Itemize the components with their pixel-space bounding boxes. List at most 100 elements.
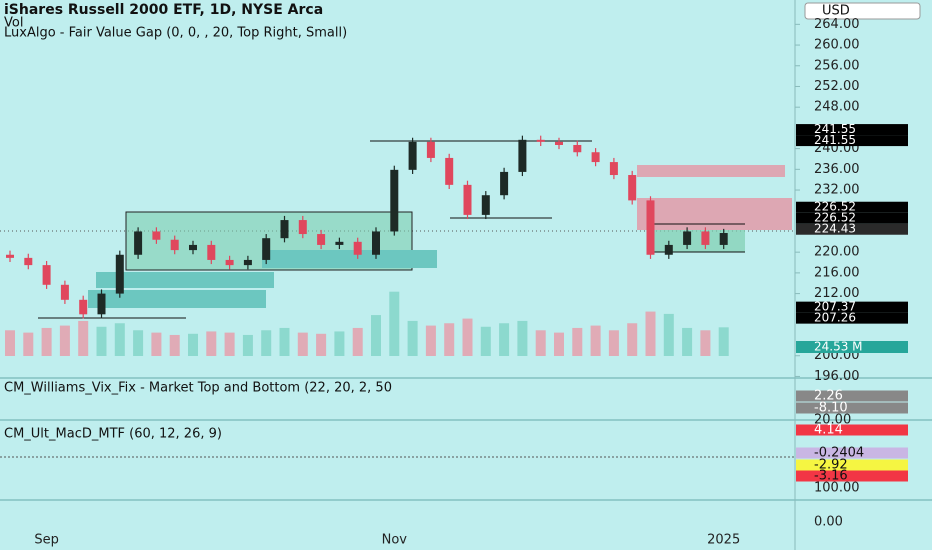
volume-bar <box>627 323 638 356</box>
volume-bar <box>96 326 107 356</box>
candle-body <box>536 139 545 142</box>
volume-bar <box>700 330 711 356</box>
candle-body <box>60 284 69 300</box>
price-tag <box>796 124 908 136</box>
volume-bar <box>23 332 34 356</box>
y-tick-label: 212.00 <box>814 286 860 301</box>
currency-box <box>804 2 921 20</box>
candle-body <box>683 231 692 245</box>
price-tag-label: 226.52 <box>814 211 856 225</box>
volume-bar <box>59 325 70 356</box>
volume-bar <box>5 330 15 356</box>
candle-body <box>719 233 728 245</box>
volume-bar <box>444 323 455 356</box>
volume-bar <box>114 323 125 356</box>
fvg-box <box>262 250 437 268</box>
candle-body <box>445 157 454 185</box>
candle-body <box>243 259 252 266</box>
y-tick-label: 252.00 <box>814 79 860 94</box>
fvg-box <box>96 272 274 288</box>
y-tick-label: 260.00 <box>814 38 860 53</box>
price-tag <box>796 223 908 235</box>
candle-body <box>481 195 490 215</box>
candle-body <box>591 152 600 163</box>
indicator-tag <box>796 459 908 471</box>
volume-bar <box>188 333 198 356</box>
volume-tag-label: 24.53 M <box>814 340 863 354</box>
candle-body <box>555 141 563 145</box>
volume-bar <box>389 291 400 356</box>
price-tag-label: 241.55 <box>814 133 856 147</box>
volume-bar <box>425 325 436 356</box>
volume-bar <box>242 334 253 356</box>
indicator-tag-label: 20.00 <box>814 413 851 428</box>
indicator-tag <box>796 402 908 414</box>
volume-bar <box>517 320 528 356</box>
indicator-tag <box>796 424 908 436</box>
y-tick-label: 264.00 <box>814 17 860 32</box>
indicator-title: CM_Williams_Vix_Fix - Market Top and Bot… <box>4 381 392 396</box>
volume-bar <box>682 327 693 356</box>
volume-bar <box>261 330 272 356</box>
candle-body <box>500 171 509 196</box>
subtitle: LuxAlgo - Fair Value Gap (0, 0, , 20, To… <box>4 26 347 41</box>
volume-bar <box>554 332 564 356</box>
volume-bar <box>663 313 674 356</box>
candle-body <box>426 141 435 158</box>
volume-bar <box>572 327 583 356</box>
indicator-tag-label: -0.2404 <box>814 446 864 461</box>
candle-body <box>170 239 179 251</box>
candle-body <box>390 169 399 232</box>
price-tag <box>796 201 908 213</box>
volume-bar <box>297 332 308 356</box>
indicator-tag-label: -8.10 <box>814 401 848 416</box>
candle-body <box>115 254 124 294</box>
candle-body <box>152 231 161 240</box>
volume-bar <box>78 320 89 356</box>
volume-bar <box>590 325 601 356</box>
volume-bar <box>462 318 473 356</box>
y-tick-label: 232.00 <box>814 183 860 198</box>
candle-body <box>207 244 216 260</box>
candle-body <box>24 257 33 266</box>
volume-bar <box>718 327 729 356</box>
y-tick-label: 216.00 <box>814 265 860 280</box>
price-tag-label: 224.43 <box>814 222 856 236</box>
fvg-box <box>637 198 792 230</box>
price-tag <box>796 312 908 324</box>
volume-bar <box>224 332 235 356</box>
volume-bar <box>535 330 546 356</box>
chart-title: iShares Russell 2000 ETF, 1D, NYSE Arca <box>4 2 323 18</box>
x-tick-label: 2025 <box>707 533 740 548</box>
price-tag <box>796 135 908 147</box>
indicator-tag-label: 2.26 <box>814 389 843 404</box>
candle-body <box>518 139 527 172</box>
candle-body <box>79 299 88 315</box>
indicator-tag-label: 100.00 <box>814 481 860 496</box>
volume-bar <box>645 311 656 356</box>
candle-body <box>298 220 307 235</box>
volume-bar <box>151 332 162 356</box>
price-tag-label: 207.26 <box>814 311 856 325</box>
candle-body <box>353 241 362 255</box>
subtitle: Vol <box>4 16 23 31</box>
x-tick-label: Sep <box>34 533 59 548</box>
candle-body <box>97 293 106 315</box>
candle-body <box>134 231 143 255</box>
y-tick-label: 256.00 <box>814 58 860 73</box>
candle-body <box>225 259 234 266</box>
indicator-title: CM_Ult_MacD_MTF (60, 12, 26, 9) <box>4 427 222 442</box>
y-tick-label: 220.00 <box>814 245 860 260</box>
currency: USD <box>822 4 850 19</box>
indicator-tag <box>796 470 908 482</box>
x-tick-label: Nov <box>382 533 408 548</box>
y-tick-label: 236.00 <box>814 162 860 177</box>
indicator-tag-label: -3.16 <box>814 469 848 484</box>
price-tag <box>796 301 908 313</box>
volume-bar <box>169 334 180 356</box>
candle-body <box>280 220 289 239</box>
price-tag-label: 226.52 <box>814 200 856 214</box>
volume-bar <box>41 327 52 356</box>
price-tag-label: 241.55 <box>814 122 856 136</box>
